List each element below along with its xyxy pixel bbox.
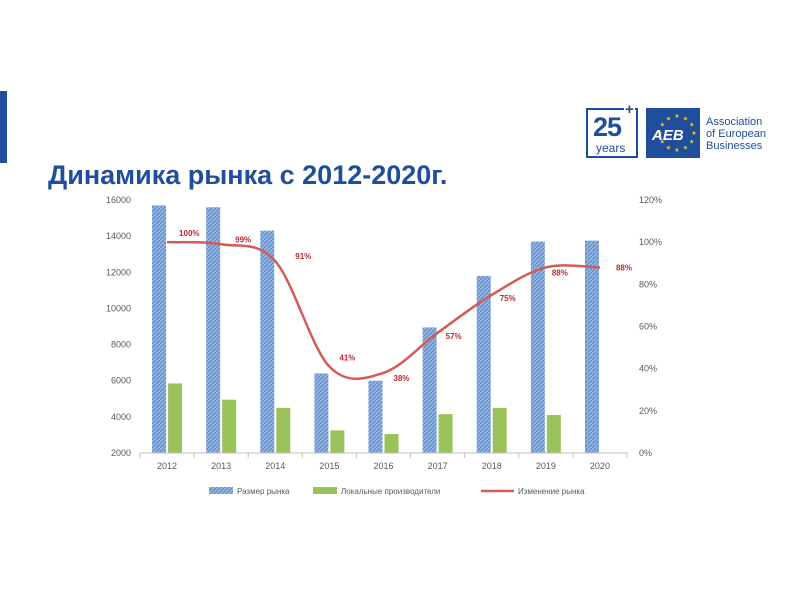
org-name: Association of European Businesses [706,116,766,152]
accent-bar [0,91,7,163]
org-name-line-2: of European [706,128,766,140]
bar-market-size [530,241,545,453]
y2-tick-label: 40% [639,364,657,374]
eu-star-icon: ★ [689,122,694,129]
y-tick-label: 2000 [111,448,131,458]
legend-swatch-market-size [209,487,233,494]
aeb-logo: ★ ★ ★ ★ ★ ★ ★ ★ ★ ★ ★ ★ AEB [646,108,700,158]
legend-swatch-local-producers [313,487,337,494]
eu-star-icon: ★ [689,139,694,146]
aeb-logo-graphic: ★★★★★★★★★ ★ ★★ AEB [651,113,697,154]
bar-market-size [476,275,491,453]
y-tick-label: 8000 [111,340,131,350]
line-data-label: 75% [500,294,516,303]
line-data-label: 100% [179,229,199,238]
y-tick-label: 10000 [106,303,131,313]
bar-market-size [584,240,599,453]
eu-star-icon: ★ [660,122,665,129]
x-tick-label: 2016 [373,461,393,471]
line-data-label: 88% [616,263,632,272]
x-tick-label: 2020 [590,461,610,471]
line-data-label: 38% [394,374,410,383]
eu-star-icon: ★ [660,139,665,146]
bar-market-size [422,327,437,453]
eu-star-icon: ★ [683,145,688,152]
line-data-label: 91% [295,252,311,261]
x-tick-label: 2012 [157,461,177,471]
legend-label-local-producers: Локальные производители [341,487,440,496]
y-tick-label: 14000 [106,231,131,241]
eu-star-icon: ★ [657,130,662,137]
bar-local-producers [492,407,507,453]
y-tick-label: 12000 [106,267,131,277]
bar-market-size [260,230,275,453]
line-data-label: 57% [446,332,462,341]
aeb-abbr: AEB [651,127,684,144]
bar-local-producers [438,414,453,453]
x-tick-label: 2017 [428,461,448,471]
market-change-line [167,240,600,380]
logo-years-plus: + [624,101,635,118]
x-tick-label: 2018 [482,461,502,471]
y-tick-label: 6000 [111,376,131,386]
bar-local-producers [168,383,183,453]
eu-star-icon: ★ [683,115,688,122]
eu-star-icon: ★ [666,145,671,152]
line-data-label: 88% [552,268,568,277]
legend-label-market-change: Изменение рынка [518,487,585,496]
eu-star-icon: ★ [674,147,679,154]
x-tick-label: 2015 [319,461,339,471]
x-tick-label: 2014 [265,461,285,471]
line-data-label: 41% [339,354,355,363]
org-name-line-1: Association [706,116,763,128]
y2-tick-label: 80% [639,279,657,289]
bar-local-producers [330,430,345,453]
page-title: Динамика рынка с 2012-2020г. [48,160,448,190]
bar-local-producers [222,399,237,453]
y-tick-label: 16000 [106,195,131,205]
bar-market-size [206,207,221,453]
bar-local-producers [384,434,399,453]
bar-market-size [368,380,383,453]
y-tick-label: 4000 [111,412,131,422]
logo-years-word: years [596,141,626,155]
logo-years-number: 25 [593,112,622,142]
bar-local-producers [276,407,291,453]
eu-star-icon: ★ [691,130,696,137]
bar-market-size [314,373,329,453]
line-data-label: 99% [235,235,251,244]
bar-local-producers [546,415,561,453]
eu-star-icon: ★ [674,113,679,120]
y2-tick-label: 0% [639,448,652,458]
y2-tick-label: 20% [639,406,657,416]
y2-tick-label: 60% [639,322,657,332]
x-tick-label: 2013 [211,461,231,471]
eu-star-icon: ★ [666,115,671,122]
anniversary-logo: 25 + years [586,101,638,158]
y2-tick-label: 120% [639,195,662,205]
x-tick-label: 2019 [536,461,556,471]
bar-market-size [152,205,167,453]
org-name-line-3: Businesses [706,140,763,152]
legend-label-market-size: Размер рынка [237,487,290,496]
y2-tick-label: 100% [639,237,662,247]
